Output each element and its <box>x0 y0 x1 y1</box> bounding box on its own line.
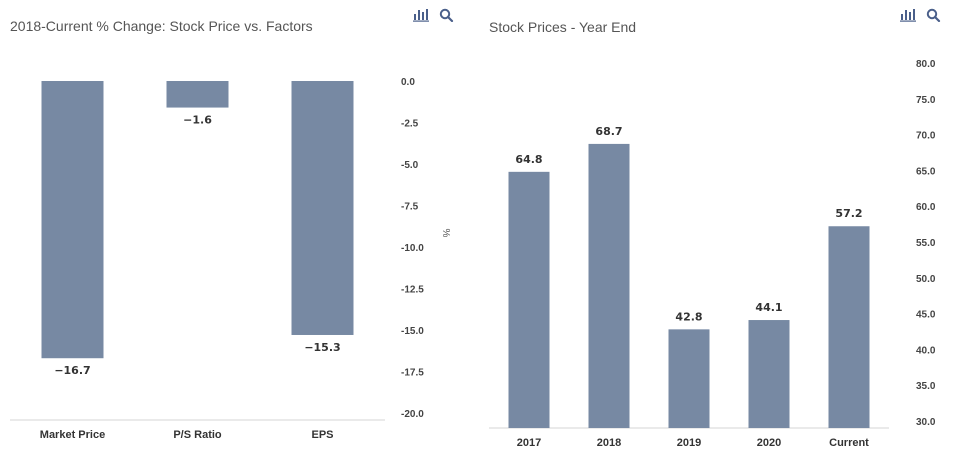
data-label: −15.3 <box>304 341 340 354</box>
bar <box>828 226 870 428</box>
price-chart-panel: Stock Prices - Year End 64.8 2017 68.7 2018… <box>478 0 959 465</box>
y-tick-label: 30.0 <box>916 417 936 428</box>
bar-chart-icon[interactable] <box>413 8 429 22</box>
bar-chart-icon[interactable] <box>900 8 916 22</box>
y-tick-label: -7.5 <box>401 202 419 213</box>
y-tick-label: 55.0 <box>916 238 936 249</box>
data-label: 42.8 <box>675 310 702 323</box>
bar <box>166 81 229 108</box>
y-tick-label: 45.0 <box>916 310 936 321</box>
change-chart-panel: 2018-Current % Change: Stock Price vs. F… <box>0 0 470 465</box>
y-tick-label: 65.0 <box>916 166 936 177</box>
data-label: 44.1 <box>755 301 782 314</box>
y-tick-label: -2.5 <box>401 119 419 130</box>
x-tick-label: EPS <box>311 429 333 441</box>
chart-title: Stock Prices - Year End <box>489 19 637 35</box>
y-tick-label: 80.0 <box>916 59 936 70</box>
data-label: 64.8 <box>515 153 542 166</box>
price-bar-chart: 64.8 2017 68.7 2018 42.8 2019 44.1 2020 57.2 Curr… <box>489 59 936 449</box>
y-tick-label: -12.5 <box>401 285 424 296</box>
data-label: 57.2 <box>835 207 862 220</box>
data-label: −16.7 <box>54 364 90 377</box>
data-label: −1.6 <box>183 114 212 127</box>
bar <box>748 320 790 428</box>
y-tick-label: 60.0 <box>916 202 936 213</box>
y-tick-label: 40.0 <box>916 345 936 356</box>
y-tick-label: 35.0 <box>916 381 936 392</box>
y-tick-label: -17.5 <box>401 368 424 379</box>
chart-title: 2018-Current % Change: Stock Price vs. F… <box>10 18 313 34</box>
y-tick-label: 50.0 <box>916 274 936 285</box>
bar <box>508 171 550 428</box>
bar <box>588 143 630 428</box>
search-icon[interactable] <box>439 8 455 23</box>
bar <box>668 329 710 428</box>
change-bar-chart: −16.7 Market Price −1.6 P/S Ratio −15.3 EPS 0.… <box>10 77 451 441</box>
x-tick-label: P/S Ratio <box>173 429 222 441</box>
y-tick-label: -5.0 <box>401 160 419 171</box>
y-tick-label: -10.0 <box>401 243 424 254</box>
x-tick-label: 2017 <box>517 437 541 449</box>
x-tick-label: Market Price <box>40 429 105 441</box>
y-tick-label: 75.0 <box>916 95 936 106</box>
y-tick-label: 70.0 <box>916 131 936 142</box>
x-tick-label: 2018 <box>597 437 621 449</box>
bar <box>291 81 354 335</box>
chart-toolbar <box>900 8 942 23</box>
y-tick-label: 0.0 <box>401 77 415 88</box>
y-axis-label: % <box>440 229 451 238</box>
search-icon[interactable] <box>926 8 942 23</box>
bar <box>41 81 104 359</box>
chart-toolbar <box>413 8 455 23</box>
y-tick-label: -20.0 <box>401 409 424 420</box>
x-tick-label: 2020 <box>757 437 781 449</box>
data-label: 68.7 <box>595 125 622 138</box>
x-tick-label: Current <box>829 437 869 449</box>
y-tick-label: -15.0 <box>401 326 424 337</box>
x-tick-label: 2019 <box>677 437 701 449</box>
